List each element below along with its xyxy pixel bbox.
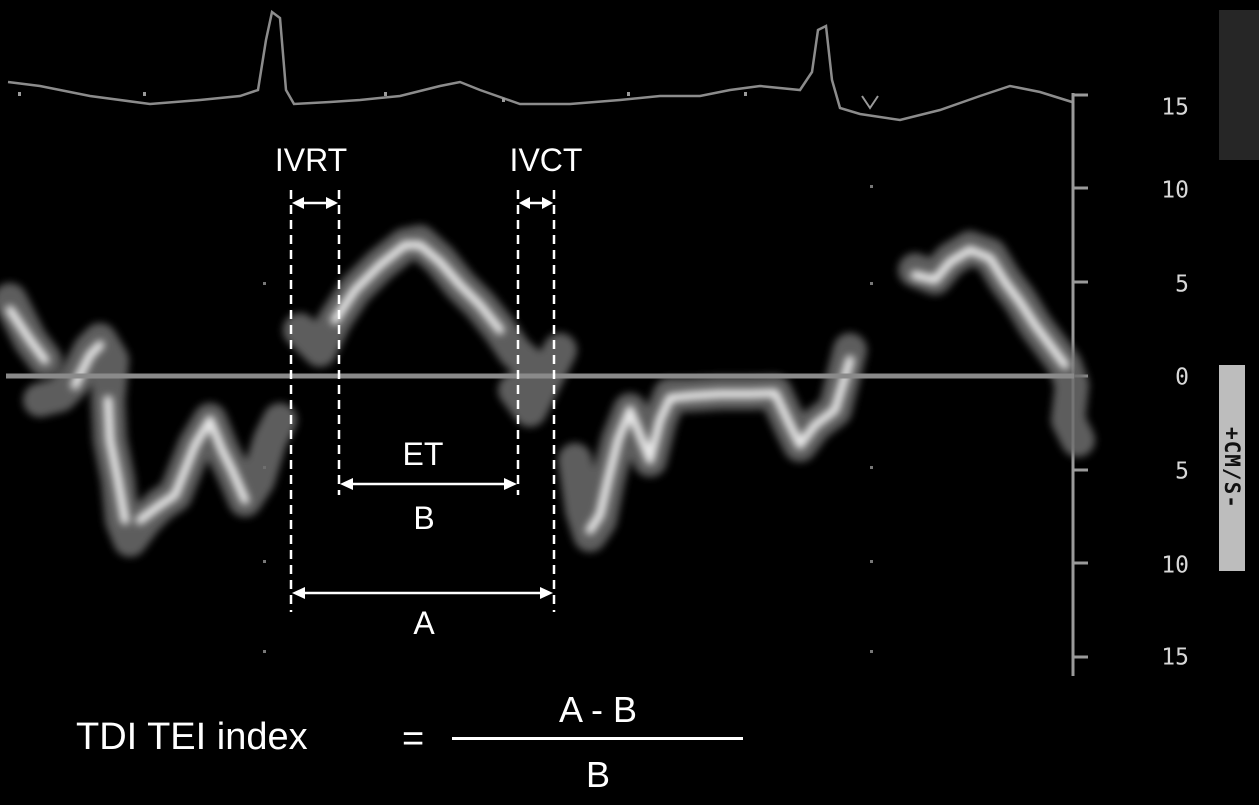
ivct-arrow (519, 197, 553, 209)
ivct-label: IVCT (509, 142, 583, 178)
ecg-trace (7, 9, 1073, 122)
scale-label-10-top: 10 (1161, 177, 1189, 204)
scale-label-15-bottom: 15 (1161, 644, 1189, 671)
velocity-unit-badge: +CM/S- (1219, 365, 1245, 571)
doppler-spectrum (0, 225, 1095, 557)
a-label: A (413, 605, 435, 641)
scale-label-5-top: 5 (1175, 271, 1189, 298)
ecg-marker-v (861, 95, 879, 110)
ivrt-label: IVRT (274, 142, 348, 178)
et-arrow (340, 478, 517, 490)
formula-equals: = (402, 718, 425, 760)
velocity-unit-label: +CM/S- (1220, 427, 1244, 509)
formula-name: TDI TEI index (76, 716, 308, 758)
scale-label-0: 0 (1175, 364, 1189, 391)
scale-label-5-bottom: 5 (1175, 458, 1189, 485)
formula-numerator: A - B (558, 689, 638, 730)
a-arrow (292, 587, 553, 599)
interval-dashed-lines (289, 190, 556, 612)
interval-arrows (292, 197, 553, 599)
formula-denominator: B (585, 754, 611, 795)
scale-label-10-bottom: 10 (1161, 552, 1189, 579)
scale-label-15-top: 15 (1161, 94, 1189, 121)
top-right-panel (1219, 10, 1259, 160)
formula-fraction-bar (452, 737, 743, 740)
et-label: ET (402, 436, 444, 472)
ivrt-arrow (292, 197, 338, 209)
ecg-markers (18, 92, 747, 102)
b-label: B (413, 500, 435, 536)
